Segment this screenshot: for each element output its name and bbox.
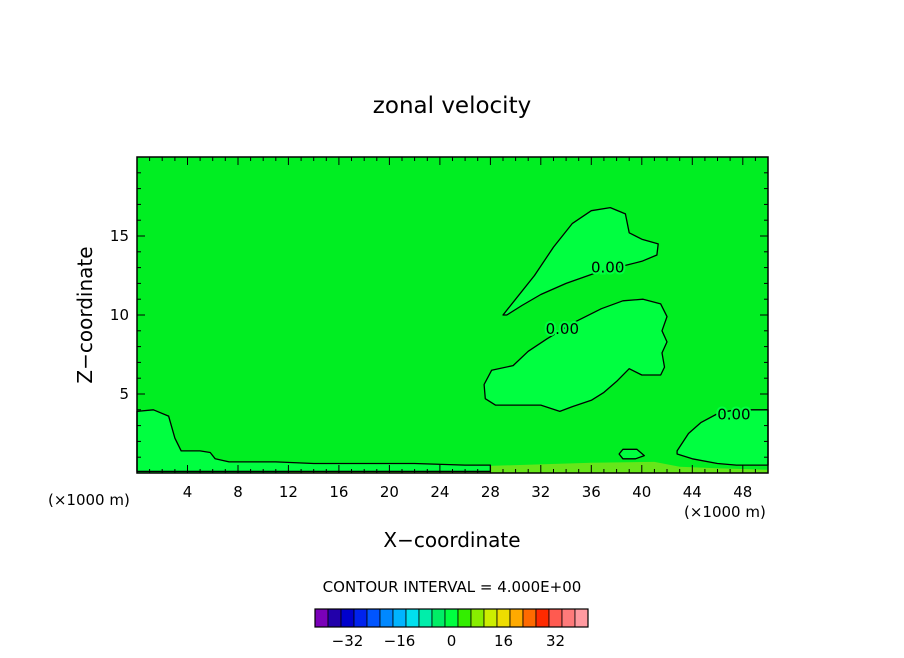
contour-label-3: 0.00 [717,406,750,424]
colorbar-swatch [457,608,472,628]
colorbar-tick-label: 32 [546,632,565,650]
colorbar-swatch [405,608,420,628]
colorbar-swatch [561,608,576,628]
colorbar-tick-labels: −32 −16 0 16 32 [332,632,565,650]
x-tick-label: 12 [279,483,298,501]
colorbar-swatch [548,608,563,628]
colorbar-swatch [366,608,381,628]
colorbar-tick-label: −16 [384,632,416,650]
x-unit-right: (×1000 m) [684,503,766,521]
x-axis-label: X−coordinate [383,528,520,552]
x-tick-label: 4 [183,483,193,501]
contour-label-2: 0.00 [546,320,579,338]
contour-labels: 0.00 0.00 0.00 [544,257,753,426]
x-tick-label: 32 [531,483,550,501]
plot-background [137,157,768,473]
y-axis-ticks: 5 10 15 [110,172,768,458]
x-tick-label: 44 [683,483,702,501]
contour-label-1: 0.00 [591,259,624,277]
colorbar-swatch [535,608,550,628]
colorbar-swatch [470,608,485,628]
colorbar-swatch [314,608,329,628]
x-tick-label: 20 [380,483,399,501]
colorbar-swatch [509,608,524,628]
x-tick-label: 16 [329,483,348,501]
colorbar-swatch [496,608,511,628]
colorbar [314,608,589,628]
chart-title: zonal velocity [373,93,531,119]
x-tick-label: 48 [733,483,752,501]
x-axis-ticks: 4 8 12 16 20 24 28 32 36 40 44 48 [149,157,756,501]
x-tick-label: 40 [632,483,651,501]
colorbar-swatch [431,608,446,628]
x-tick-label: 28 [481,483,500,501]
contour-regions [136,206,769,473]
contour-region-1 [502,206,659,316]
colorbar-swatch [340,608,355,628]
colorbar-tick-label: −32 [332,632,364,650]
x-tick-label: 36 [582,483,601,501]
x-tick-label: 8 [233,483,243,501]
contour-region-5 [618,448,645,460]
colorbar-swatch [327,608,342,628]
y-tick-label: 5 [119,385,129,403]
y-tick-label: 15 [110,227,129,245]
x-unit-left: (×1000 m) [48,491,130,509]
colorbar-swatch [392,608,407,628]
colorbar-swatch [444,608,459,628]
contour-interval-label: CONTOUR INTERVAL = 4.000E+00 [323,578,582,596]
contour-region-2 [483,298,668,413]
colorbar-swatch [483,608,498,628]
colorbar-swatch [353,608,368,628]
y-tick-label: 10 [110,306,129,324]
colorbar-swatch [379,608,394,628]
colorbar-swatch [418,608,433,628]
x-tick-label: 24 [430,483,449,501]
colorbar-swatch [522,608,537,628]
y-axis-label: Z−coordinate [73,246,97,383]
colorbar-tick-label: 0 [447,632,457,650]
colorbar-frame [314,608,589,628]
colorbar-swatch [574,608,589,628]
colorbar-tick-label: 16 [494,632,513,650]
